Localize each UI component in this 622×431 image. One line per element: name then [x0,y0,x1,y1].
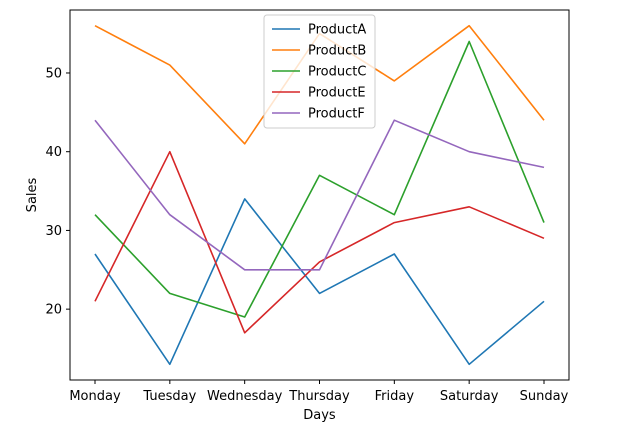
legend-label-productf: ProductF [308,107,365,122]
y-tick-label: 40 [45,145,62,160]
series-line-productf [94,119,545,271]
x-axis-label: Days [303,408,336,423]
y-axis-ticks: 20 30 40 50 [45,66,70,318]
series-line-producte [94,150,545,334]
series-line-productc [94,40,545,318]
y-axis-label: Sales [25,177,40,212]
legend-label-producta: ProductA [308,23,366,38]
series-line-producta [94,198,545,366]
y-tick-label: 20 [45,303,62,318]
legend-box [263,14,376,129]
x-tick-label: Wednesday [207,389,283,404]
x-tick-label: Sunday [520,389,569,404]
y-tick-label: 50 [45,66,62,81]
x-tick-label: Saturday [440,389,499,404]
y-tick-label: 30 [45,224,62,239]
legend-label-productc: ProductC [308,65,366,80]
x-tick-label: Thursday [288,389,350,404]
x-tick-label: Monday [69,389,121,404]
legend-label-productb: ProductB [308,44,366,59]
x-tick-label: Friday [375,389,415,404]
x-tick-label: Tuesday [142,389,196,404]
x-axis-ticks: Monday Tuesday Wednesday Thursday Friday Satu… [69,380,569,404]
legend: ProductA ProductB ProductC ProductE ProductF [263,14,376,129]
legend-label-producte: ProductE [308,86,366,101]
